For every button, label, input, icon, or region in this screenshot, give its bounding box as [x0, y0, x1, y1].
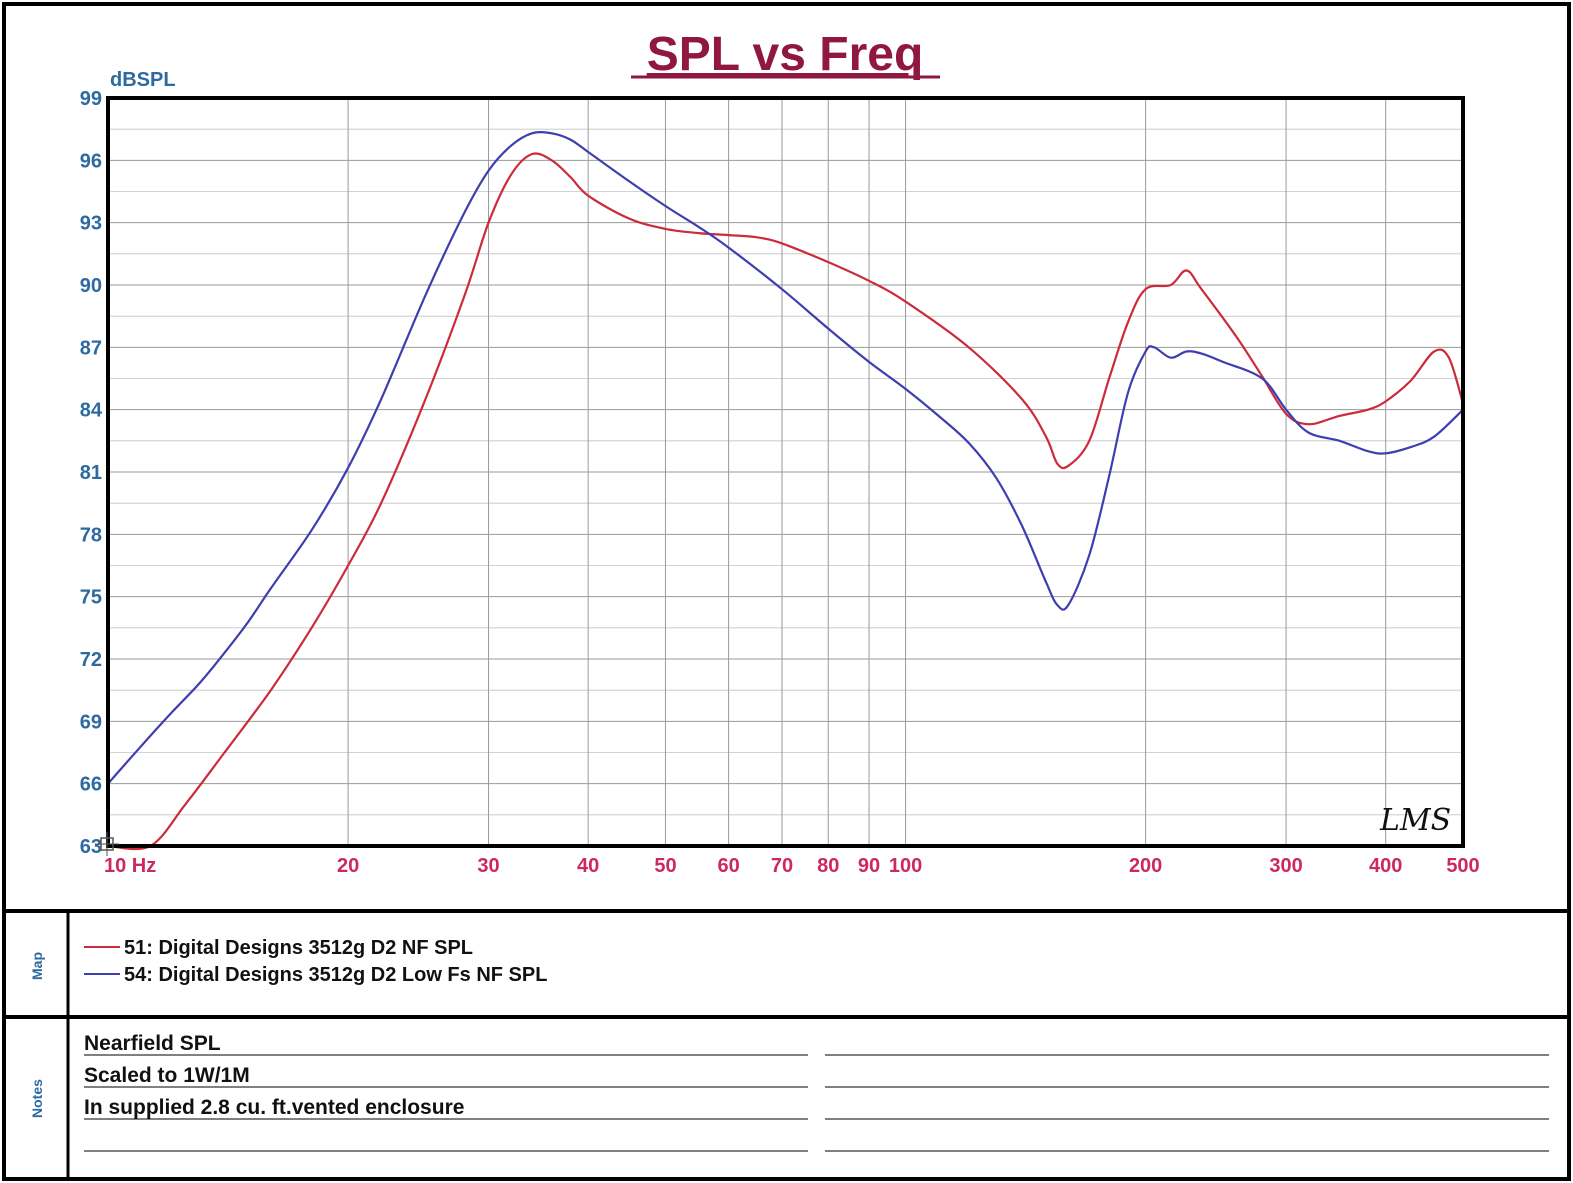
x-tick-label: 200 [1129, 855, 1162, 877]
legend-entry: 54: Digital Designs 3512g D2 Low Fs NF S… [124, 964, 547, 986]
y-tick-label: 84 [80, 400, 103, 422]
x-tick-label: 70 [771, 855, 793, 877]
x-tick-label: 500 [1446, 855, 1479, 877]
x-tick-label: 10 Hz [104, 855, 156, 877]
y-axis-label: dBSPL [110, 69, 176, 91]
notes-line: Scaled to 1W/1M [84, 1064, 250, 1087]
grid-layer [108, 98, 1463, 846]
y-tick-label: 81 [80, 462, 102, 484]
y-tick-label: 99 [80, 88, 102, 110]
y-tick-label: 90 [80, 275, 102, 297]
map-panel-label: Map [29, 952, 45, 980]
series-layer [107, 131, 1465, 851]
x-tick-label: 30 [477, 855, 499, 877]
chart-title: SPL vs Freq [647, 28, 924, 81]
y-tick-label: 93 [80, 213, 102, 235]
lms-logo: LMS [1379, 803, 1451, 838]
y-tick-label: 78 [80, 524, 102, 546]
legend: 51: Digital Designs 3512g D2 NF SPL 54: D… [84, 937, 547, 986]
x-tick-label: 80 [817, 855, 839, 877]
legend-entry: 51: Digital Designs 3512g D2 NF SPL [124, 937, 473, 959]
y-tick-label: 75 [80, 587, 102, 609]
x-tick-label: 90 [858, 855, 880, 877]
notes-panel-label: Notes [29, 1079, 45, 1118]
notes-line: In supplied 2.8 cu. ft.vented enclosure [84, 1096, 464, 1119]
y-tick-label: 96 [80, 150, 102, 172]
series-line-1 [107, 152, 1465, 851]
y-tick-label: 87 [80, 337, 102, 359]
x-tick-label: 60 [717, 855, 739, 877]
y-tick-label: 69 [80, 711, 102, 733]
x-tick-label: 300 [1269, 855, 1302, 877]
y-tick-label: 66 [80, 774, 102, 796]
x-tick-label: 400 [1369, 855, 1402, 877]
notes-line: Nearfield SPL [84, 1032, 221, 1055]
y-tick-label: 72 [80, 649, 102, 671]
series-line-2 [107, 131, 1464, 785]
cursor-crosshair-icon[interactable] [95, 832, 119, 856]
x-tick-label: 40 [577, 855, 599, 877]
y-tick-labels: 63 66 69 72 75 78 81 84 87 90 93 96 99 [80, 88, 103, 858]
notes-lines: Nearfield SPL Scaled to 1W/1M In supplied … [84, 1032, 1549, 1152]
x-tick-label: 20 [337, 855, 359, 877]
x-tick-label: 50 [654, 855, 676, 877]
y-tick-label: 63 [80, 836, 102, 858]
x-tick-labels: 10 Hz 20 30 40 50 60 70 80 90 100 200 300 400 500 [104, 855, 1480, 877]
x-tick-label: 100 [889, 855, 922, 877]
plot-frame [106, 96, 1465, 848]
